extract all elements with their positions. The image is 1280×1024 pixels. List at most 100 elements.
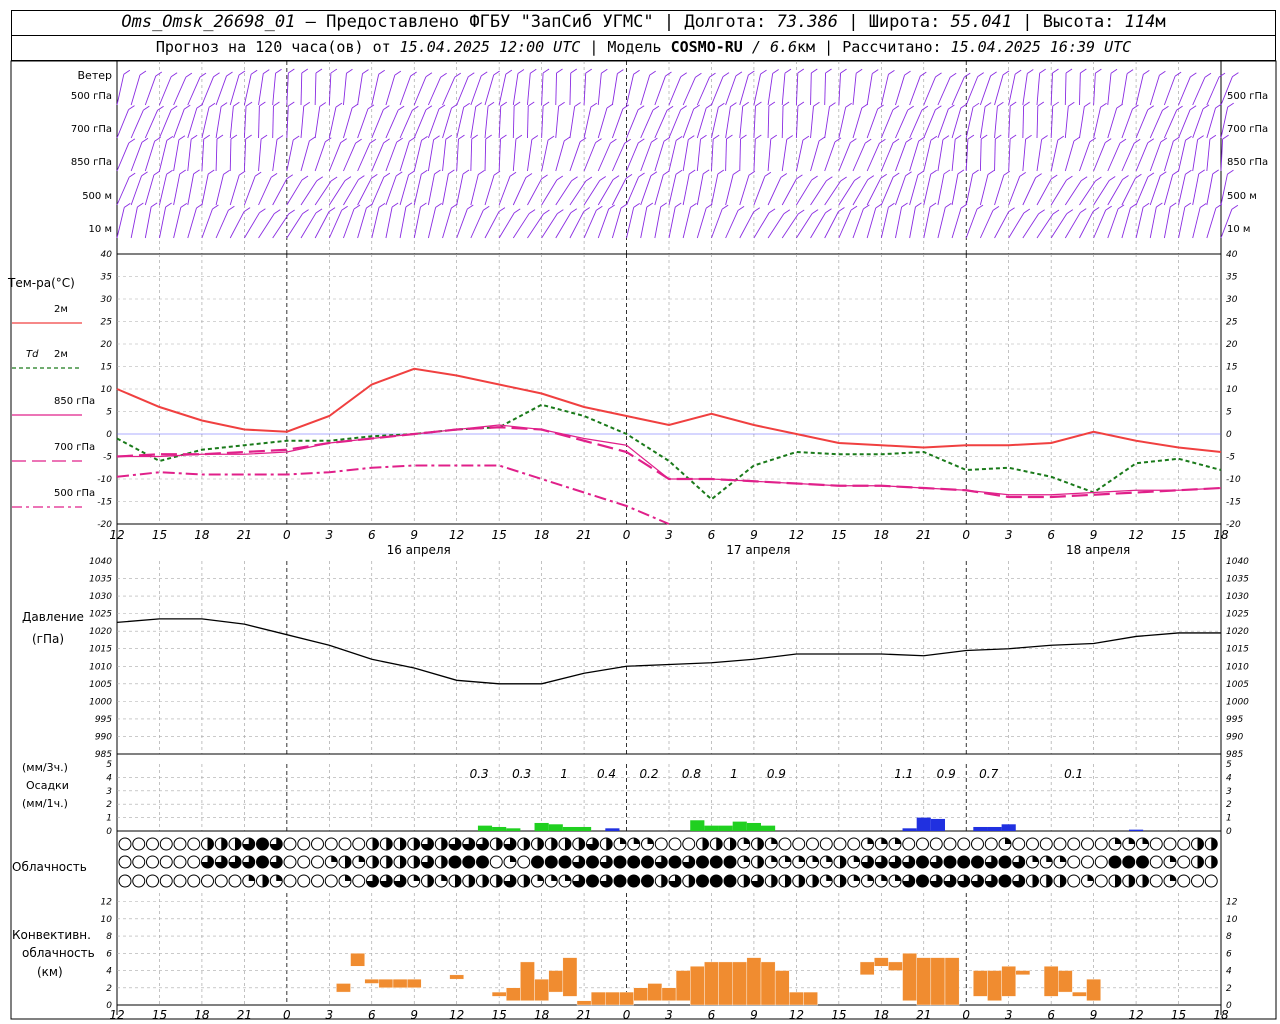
cloud-symbol [338,855,352,869]
wind-barb-feather [990,71,997,77]
wind-barb [371,74,380,106]
wind-barb [555,73,557,106]
wind-barb [399,174,410,206]
wind-barb [116,207,125,239]
wind-barb [201,76,214,106]
conv-bar [789,991,804,1006]
wind-barb [328,142,342,172]
cloud-symbol [448,837,462,851]
conv-bar [406,978,422,988]
wind-barb-feather [663,170,670,176]
wind-barb-feather [918,136,925,142]
temp-ytick-right: 10 [1226,385,1238,395]
wind-barb-feather [637,105,645,111]
wind-barb [994,106,998,139]
precip-total-3h: 1.1 [894,767,913,781]
wind-barb [909,75,921,106]
cloud-circle [806,837,819,851]
conv-bar [350,953,365,967]
cloud-symbol [1081,837,1094,851]
wind-barb-feather [451,203,458,209]
cloud-fill [716,838,723,850]
wind-barb [527,73,531,106]
wind-barb [611,143,626,172]
wind-barb-feather [755,101,762,107]
cloud-symbol [489,874,503,888]
wind-barb [357,73,363,106]
cloud-circle [132,855,146,869]
wind-barb [357,143,371,172]
temp-ytick-right: -5 [1226,453,1235,463]
cloud-circle [792,837,806,851]
wind-barb-feather [712,134,720,140]
wind-barb-feather [319,102,326,107]
cloud-symbol [1026,855,1039,869]
wind-barb-feather [500,134,507,140]
wind-barb [810,212,826,239]
cloud-symbol [984,837,998,851]
cloud-fill [812,856,819,862]
legend-label: 700 гПа [54,442,95,453]
cloud-fill [476,838,489,850]
wind-barb-feather [867,175,875,180]
day-label: 18 апреля [1066,543,1130,557]
wind-barb [1178,76,1191,106]
x-tick-label: 18 [874,528,890,542]
cloud-symbol [888,855,902,869]
cloud-fill [881,838,888,844]
temp-series-3 [116,426,1222,499]
wind-barb [1022,139,1027,172]
x-tick-label-bottom: 0 [962,1008,970,1022]
wind-barbs-row [116,169,1234,206]
cloud-symbol [407,855,421,869]
temp-title: Тем-ра(°C) [7,276,75,290]
wind-barb-feather [1147,105,1155,111]
cloud-fill [785,875,791,887]
wind-barb [895,141,907,172]
wind-barb [159,109,172,139]
conv-bar [576,1000,592,1006]
cloud-circle [971,837,984,851]
wind-barb [512,106,515,139]
wind-level-label-right: 10 м [1227,224,1250,235]
wind-barb-feather [705,203,713,209]
conv-bar [902,953,917,1001]
wind-barb [243,175,256,206]
wind-barb [796,179,813,206]
prec-ytick-right: 3 [1226,787,1232,797]
cloud-circle [118,874,132,888]
wind-barb [272,106,274,139]
cloud-fill [441,856,448,868]
cloud-circle [1108,855,1122,869]
x-tick-label-bottom: 12 [1128,1008,1143,1022]
temp-ytick-right: 15 [1226,363,1238,373]
cloud-fill [875,856,888,868]
cloud-fill [449,838,461,850]
wind-barb [1008,139,1011,172]
wind-barb [442,76,456,106]
temp-ytick-left: 10 [101,385,113,395]
wind-barb-feather [335,102,343,108]
wind-barb-feather [649,70,656,76]
wind-barb [484,139,487,172]
cloud-fill [441,875,448,881]
temp-ytick-right: 30 [1226,295,1238,305]
pres-ytick-right: 1010 [1226,662,1249,672]
cloud-fill [785,856,791,862]
cloud-symbol [118,837,132,851]
x-tick-label-bottom: 9 [410,1008,418,1022]
wind-barb [541,106,544,139]
wind-barb-feather [451,103,458,109]
wind-barb-feather [1185,169,1192,175]
conv-bar [520,961,535,1001]
wind-barb-feather [1050,174,1058,180]
cloud-symbol [723,837,737,851]
wind-barb-feather [753,207,761,213]
wind-barb [711,208,723,239]
outer-frame [10,60,1277,1020]
conv-bar [760,961,776,1006]
wind-barb-feather [1218,72,1226,78]
wind-barb-feather [972,169,979,175]
cloud-symbol [311,837,324,851]
